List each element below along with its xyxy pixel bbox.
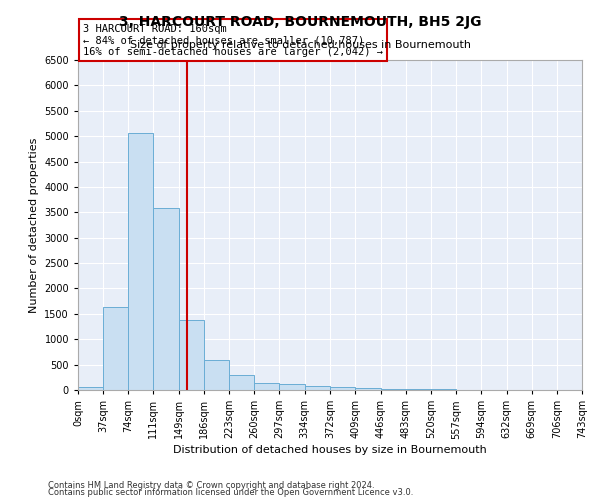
Text: 3, HARCOURT ROAD, BOURNEMOUTH, BH5 2JG: 3, HARCOURT ROAD, BOURNEMOUTH, BH5 2JG	[119, 15, 481, 29]
Bar	[331, 387, 355, 390]
Bar	[78, 386, 103, 390]
Bar	[204, 360, 229, 390]
Bar	[229, 376, 254, 390]
Bar	[305, 386, 331, 390]
Text: Contains HM Land Registry data © Crown copyright and database right 2024.: Contains HM Land Registry data © Crown c…	[48, 480, 374, 490]
Text: 3 HARCOURT ROAD: 160sqm
← 84% of detached houses are smaller (10,787)
16% of sem: 3 HARCOURT ROAD: 160sqm ← 84% of detache…	[83, 24, 383, 56]
Bar	[406, 389, 431, 390]
X-axis label: Distribution of detached houses by size in Bournemouth: Distribution of detached houses by size …	[173, 446, 487, 456]
Text: Size of property relative to detached houses in Bournemouth: Size of property relative to detached ho…	[130, 40, 470, 50]
Bar	[179, 320, 204, 390]
Bar	[128, 133, 153, 390]
Bar	[103, 306, 128, 390]
Bar	[380, 389, 406, 390]
Bar	[280, 384, 305, 390]
Bar	[153, 208, 179, 390]
Y-axis label: Number of detached properties: Number of detached properties	[29, 138, 38, 312]
Text: Contains public sector information licensed under the Open Government Licence v3: Contains public sector information licen…	[48, 488, 413, 497]
Bar	[355, 388, 380, 390]
Bar	[254, 382, 280, 390]
